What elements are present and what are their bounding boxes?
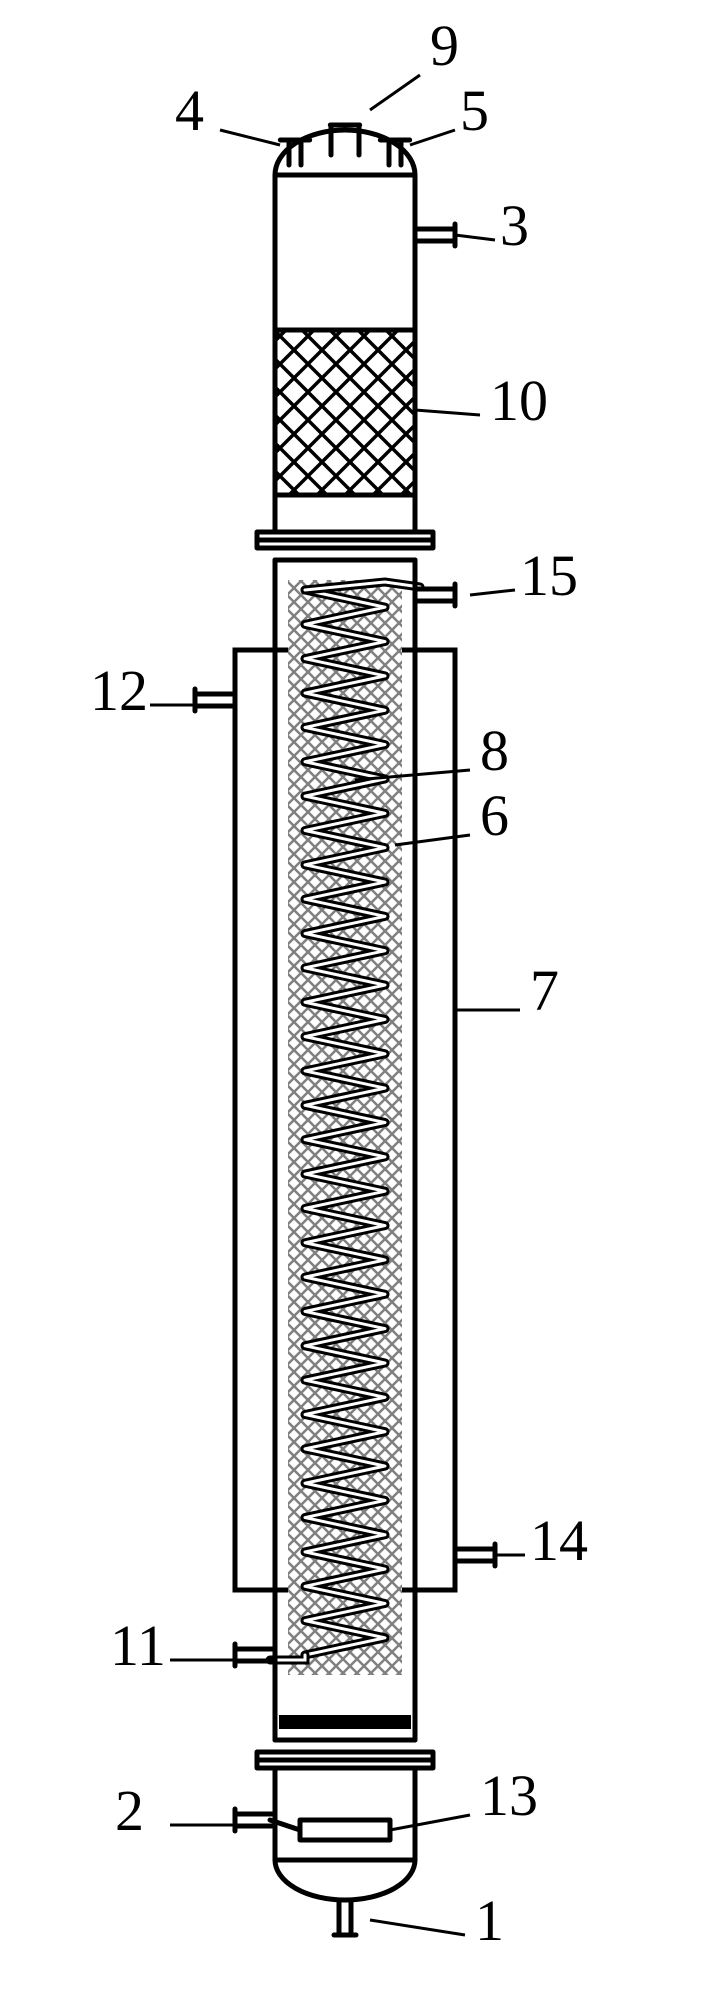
label-text: 15	[520, 543, 578, 608]
label-text: 3	[500, 193, 529, 258]
nozzle-n11	[235, 1644, 275, 1666]
label-text: 2	[115, 1778, 144, 1843]
label-text: 9	[430, 13, 459, 78]
label-text: 10	[490, 368, 548, 433]
label-15: 15	[470, 543, 578, 608]
label-text: 11	[110, 1613, 166, 1678]
label-text: 4	[175, 78, 204, 143]
label-text: 12	[90, 658, 148, 723]
label-10: 10	[415, 368, 548, 433]
label-5: 5	[410, 78, 489, 145]
label-text: 8	[480, 718, 509, 783]
label-9: 9	[370, 13, 459, 110]
label-13: 13	[390, 1763, 538, 1830]
packing-section	[275, 330, 415, 495]
label-2: 2	[115, 1778, 235, 1843]
label-7: 7	[455, 958, 559, 1023]
nozzle-n1	[334, 1900, 356, 1935]
label-12: 12	[90, 658, 225, 723]
label-4: 4	[175, 78, 280, 145]
label-text: 1	[475, 1888, 504, 1953]
nozzle-n14	[455, 1544, 495, 1566]
label-11: 11	[110, 1613, 235, 1678]
nozzle-n12	[195, 689, 235, 711]
label-text: 13	[480, 1763, 538, 1828]
label-text: 7	[530, 958, 559, 1023]
label-14: 14	[495, 1508, 588, 1573]
label-1: 1	[370, 1888, 504, 1953]
support-plate	[279, 1715, 411, 1729]
distributor	[300, 1820, 390, 1840]
nozzle-n3	[415, 224, 455, 246]
nozzle-n15	[415, 584, 455, 606]
label-text: 5	[460, 78, 489, 143]
label-text: 14	[530, 1508, 588, 1573]
label-text: 6	[480, 783, 509, 848]
label-3: 3	[455, 193, 529, 258]
